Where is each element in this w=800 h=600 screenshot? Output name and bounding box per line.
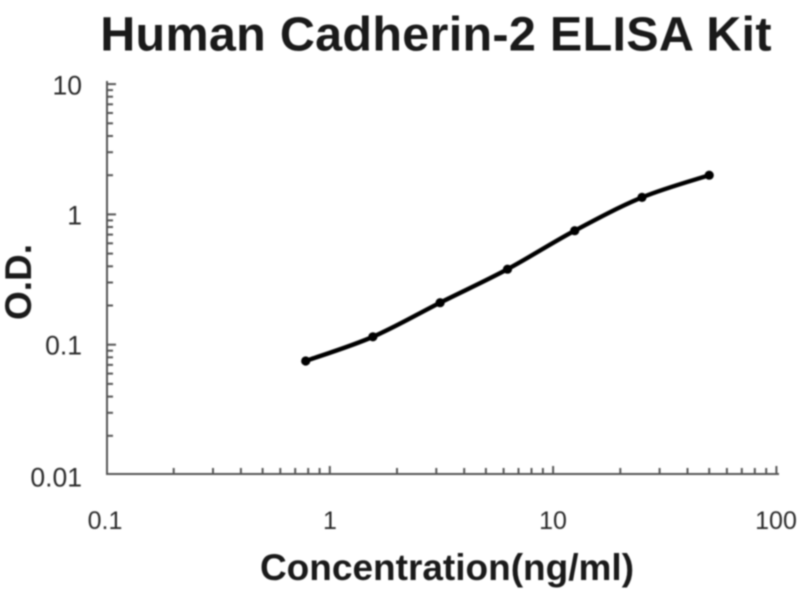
svg-text:0.1: 0.1 — [45, 331, 82, 361]
svg-text:1: 1 — [67, 201, 82, 231]
svg-text:Human Cadherin-2 ELISA Kit: Human Cadherin-2 ELISA Kit — [100, 8, 772, 62]
svg-text:10: 10 — [53, 71, 82, 101]
svg-text:100: 100 — [755, 507, 797, 535]
svg-text:0.01: 0.01 — [30, 463, 82, 493]
svg-text:Concentration(ng/ml): Concentration(ng/ml) — [260, 547, 634, 588]
svg-text:0.1: 0.1 — [88, 507, 123, 535]
svg-text:1: 1 — [323, 507, 337, 535]
svg-text:10: 10 — [539, 507, 567, 535]
svg-text:O.D.: O.D. — [0, 244, 39, 320]
